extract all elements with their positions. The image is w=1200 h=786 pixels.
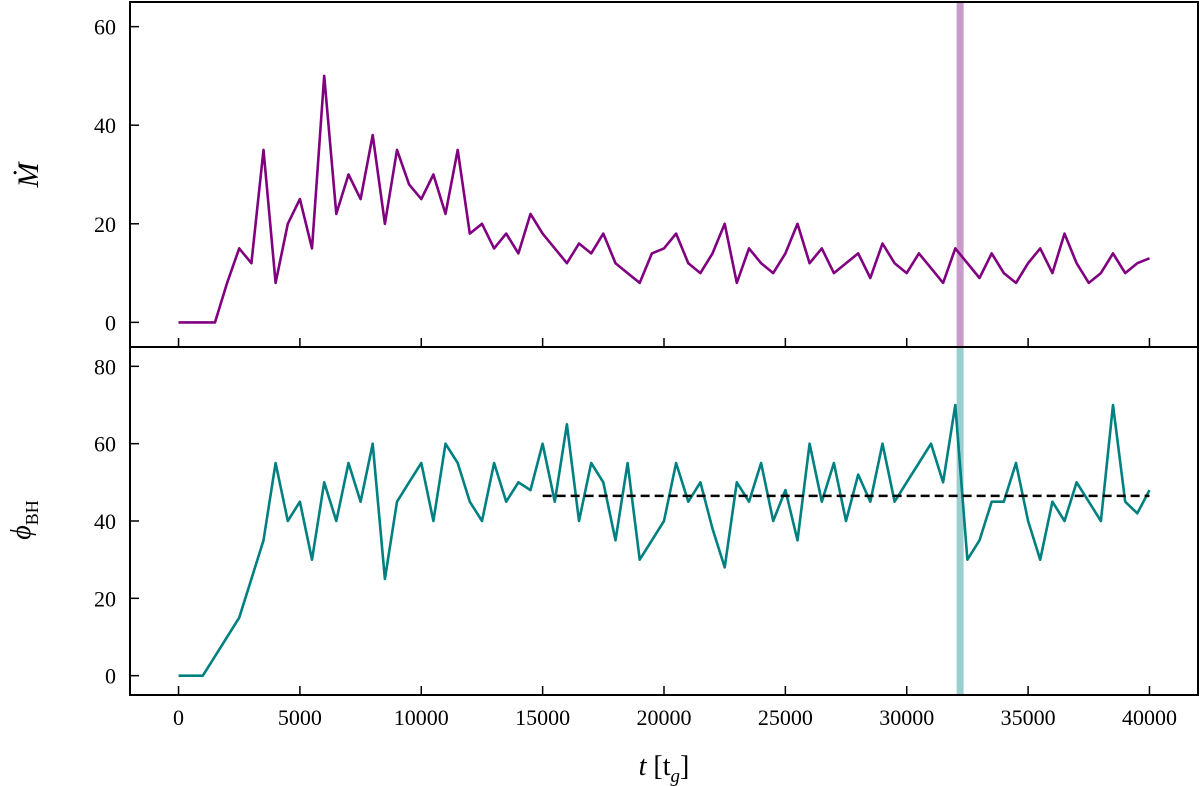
plot-frame xyxy=(129,346,1199,696)
x-tick-label: 25000 xyxy=(758,705,813,730)
x-tick-label: 20000 xyxy=(637,705,692,730)
y-axis-label: Ṁ xyxy=(12,161,45,189)
y-tick-label: 60 xyxy=(94,432,116,457)
y-tick-label: 0 xyxy=(105,310,116,335)
y-tick-label: 60 xyxy=(94,15,116,40)
x-label-sub: g xyxy=(671,766,681,786)
x-label-part: t xyxy=(639,751,648,782)
x-tick-label: 30000 xyxy=(879,705,934,730)
y-tick-label: 0 xyxy=(105,664,116,689)
highlight-band xyxy=(956,347,964,695)
data-line xyxy=(178,74,1150,324)
y-tick-label: 80 xyxy=(94,354,116,379)
x-axis-label: t [tg] xyxy=(639,751,690,786)
x-label-part: ] xyxy=(680,751,689,782)
x-tick-label: 40000 xyxy=(1122,705,1177,730)
x-tick-label: 35000 xyxy=(1001,705,1056,730)
y-tick-label: 40 xyxy=(94,113,116,138)
x-tick-label: 10000 xyxy=(394,705,449,730)
plot-frame xyxy=(129,1,1199,348)
x-tick-label: 15000 xyxy=(515,705,570,730)
y-tick-label: 40 xyxy=(94,509,116,534)
y-label-main: ϕ xyxy=(6,525,37,540)
highlight-band xyxy=(956,2,964,347)
y-label-sub: BH xyxy=(22,500,42,525)
y-tick-label: 20 xyxy=(94,586,116,611)
x-tick-label: 0 xyxy=(173,705,184,730)
y-tick-label: 20 xyxy=(94,212,116,237)
data-line xyxy=(178,403,1151,677)
y-axis-label: ϕBH xyxy=(6,500,42,540)
x-tick-label: 5000 xyxy=(278,705,322,730)
x-label-part: [t xyxy=(646,751,670,782)
